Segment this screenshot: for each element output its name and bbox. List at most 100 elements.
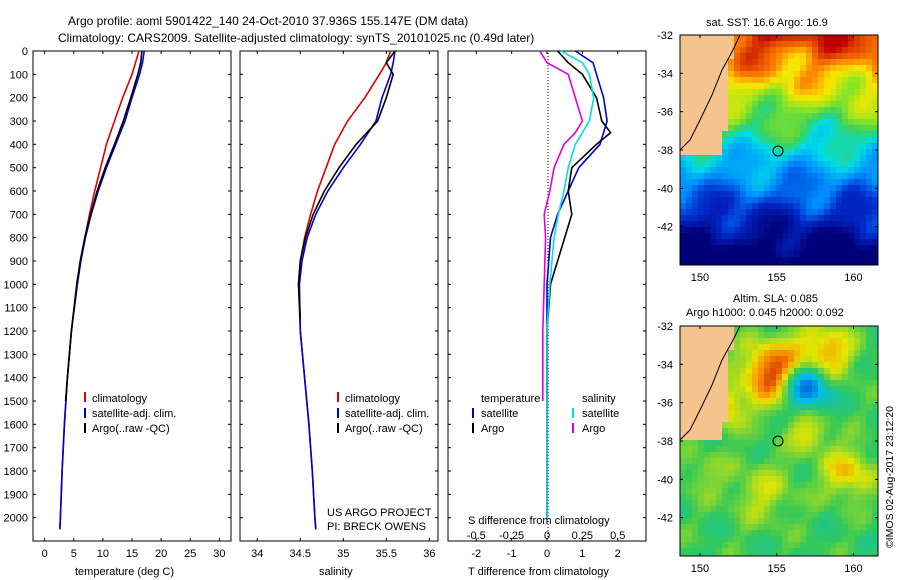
depth-tick-label: 0 bbox=[22, 46, 28, 58]
sla-cell bbox=[692, 476, 698, 482]
sla-cell bbox=[824, 554, 830, 556]
sla-cell bbox=[830, 350, 836, 356]
sst-cell bbox=[740, 263, 746, 265]
land-cell bbox=[692, 77, 698, 83]
sst-cell bbox=[722, 251, 728, 257]
sst-cell bbox=[812, 53, 818, 59]
sst-cell bbox=[698, 203, 704, 209]
s-diff-tick-label: -0.25 bbox=[499, 530, 524, 542]
sst-cell bbox=[746, 239, 752, 245]
sst-cell bbox=[860, 101, 866, 107]
land-cell bbox=[680, 137, 686, 143]
sla-cell bbox=[842, 524, 848, 530]
sla-cell bbox=[872, 494, 878, 500]
sla-cell bbox=[782, 548, 788, 554]
sst-cell bbox=[716, 191, 722, 197]
sla-cell bbox=[824, 536, 830, 542]
sla-cell bbox=[680, 500, 686, 506]
sst-cell bbox=[734, 173, 740, 179]
sst-cell bbox=[854, 155, 860, 161]
sla-cell bbox=[710, 524, 716, 530]
sst-cell bbox=[764, 137, 770, 143]
sla-cell bbox=[752, 386, 758, 392]
sst-cell bbox=[824, 65, 830, 71]
sla-cell bbox=[782, 464, 788, 470]
sla-cell bbox=[812, 512, 818, 518]
sla-cell bbox=[830, 458, 836, 464]
sst-cell bbox=[764, 89, 770, 95]
sst-cell bbox=[866, 245, 872, 251]
sla-cell bbox=[770, 332, 776, 338]
sst-cell bbox=[776, 149, 782, 155]
sla-cell bbox=[872, 362, 878, 368]
sst-cell bbox=[824, 209, 830, 215]
x-tick-label: 36 bbox=[423, 548, 435, 560]
sla-cell bbox=[776, 386, 782, 392]
sla-cell bbox=[824, 542, 830, 548]
sst-cell bbox=[800, 119, 806, 125]
sla-cell bbox=[824, 368, 830, 374]
sst-cell bbox=[854, 143, 860, 149]
sla-cell bbox=[770, 500, 776, 506]
land-cell bbox=[698, 35, 704, 41]
depth-tick-label: 1900 bbox=[4, 489, 28, 501]
sla-cell bbox=[800, 374, 806, 380]
sst-cell bbox=[728, 209, 734, 215]
sla-cell bbox=[848, 344, 854, 350]
depth-tick-label: 1100 bbox=[4, 303, 28, 315]
depth-tick-label: 1600 bbox=[4, 419, 28, 431]
sla-cell bbox=[812, 344, 818, 350]
sst-cell bbox=[818, 263, 824, 265]
sst-cell bbox=[770, 35, 776, 41]
sst-cell bbox=[752, 191, 758, 197]
sst-cell bbox=[872, 125, 878, 131]
sst-cell bbox=[866, 191, 872, 197]
sst-cell bbox=[800, 149, 806, 155]
sla-cell bbox=[692, 446, 698, 452]
sla-cell bbox=[764, 434, 770, 440]
sla-cell bbox=[692, 554, 698, 556]
sst-cell bbox=[788, 47, 794, 53]
sla-cell bbox=[836, 404, 842, 410]
land-cell bbox=[692, 374, 698, 380]
sst-cell bbox=[836, 143, 842, 149]
sla-cell bbox=[692, 482, 698, 488]
sla-cell bbox=[788, 350, 794, 356]
sla-cell bbox=[842, 422, 848, 428]
sal-legend-satellite: satellite-adj. clim. bbox=[345, 408, 429, 420]
land-cell bbox=[698, 422, 704, 428]
sst-cell bbox=[872, 143, 878, 149]
sla-cell bbox=[854, 554, 860, 556]
land-cell bbox=[710, 410, 716, 416]
sla-cell bbox=[818, 536, 824, 542]
sla-cell bbox=[800, 458, 806, 464]
sla-cell bbox=[842, 506, 848, 512]
sst-cell bbox=[764, 203, 770, 209]
sla-cell bbox=[752, 344, 758, 350]
sla-cell bbox=[854, 398, 860, 404]
sla-cell bbox=[860, 326, 866, 332]
sla-cell bbox=[746, 470, 752, 476]
sst-cell bbox=[788, 125, 794, 131]
sst-cell bbox=[800, 53, 806, 59]
sla-cell bbox=[806, 488, 812, 494]
sla-cell bbox=[776, 374, 782, 380]
sst-cell bbox=[818, 35, 824, 41]
sst-cell bbox=[710, 191, 716, 197]
sst-cell bbox=[752, 35, 758, 41]
sst-cell bbox=[812, 257, 818, 263]
sst-cell bbox=[830, 65, 836, 71]
sla-cell bbox=[842, 440, 848, 446]
land-cell bbox=[716, 380, 722, 386]
sst-cell bbox=[752, 71, 758, 77]
sla-cell bbox=[848, 428, 854, 434]
sla-cell bbox=[776, 416, 782, 422]
sst-cell bbox=[782, 35, 788, 41]
sla-cell bbox=[854, 536, 860, 542]
sla-cell bbox=[800, 554, 806, 556]
sla-cell bbox=[800, 452, 806, 458]
sst-cell bbox=[692, 197, 698, 203]
sla-cell bbox=[728, 548, 734, 554]
sst-cell bbox=[830, 41, 836, 47]
sla-cell bbox=[836, 344, 842, 350]
